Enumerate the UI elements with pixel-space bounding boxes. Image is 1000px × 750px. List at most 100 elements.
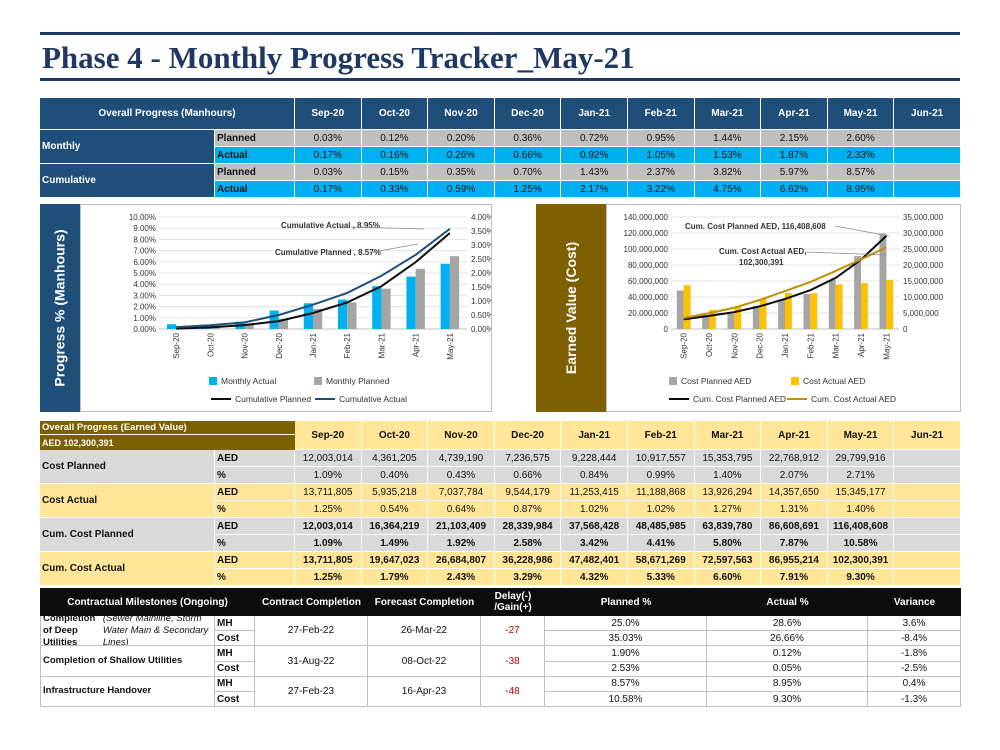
planned-pct: 25.0% [545,616,707,632]
cost-pct-cell: 1.92% [428,535,495,552]
row-sublabel: Actual [215,147,295,164]
progress-value-cell: 8.57% [827,164,895,181]
cost-pct-cell: 5.80% [694,535,762,552]
cost-aed-cell: 102,300,391 [827,552,895,569]
bar-cost-actual-aed [861,283,868,329]
progress-value-cell: 1.25% [494,181,562,198]
month-header: Dec-20 [494,98,562,130]
progress-value-cell [894,147,961,164]
cost-pct-cell: 7.91% [761,569,828,586]
x-tick-label: Mar-21 [377,332,386,358]
left-axis-tick: 0 [664,325,669,334]
progress-value-cell: 1.43% [561,164,628,181]
forecast-completion: 08-Oct-22 [368,646,481,677]
annotation-leader [804,251,888,256]
forecast-completion: 16-Apr-23 [368,676,481,708]
milestone-col-header: Planned % [545,588,707,616]
legend-label: Cumulative Actual [339,394,407,404]
legend-label: Cum. Cost Actual AED [811,394,896,404]
left-axis-tick: 5.00% [133,269,156,278]
progress-value-cell: 0.72% [561,130,628,147]
x-tick-label: Mar-21 [832,332,841,358]
progress-value-cell: 2.37% [627,164,695,181]
bar-monthly-actual [166,324,177,329]
cost-aed-cell: 14,357,650 [761,484,828,501]
x-tick-label: Jan-21 [309,332,318,357]
cost-pct-cell: 1.25% [295,569,362,586]
right-axis-tick: 25,000,000 [903,245,944,254]
earned-value-table: Overall Progress (Earned Value) AED 102,3… [40,421,961,586]
cost-pct-cell: 10.58% [827,535,895,552]
planned-pct: 10.58% [545,691,707,708]
mh-label: MH [215,616,255,632]
line-cumulative-planned [176,232,451,330]
right-axis-tick: 15,000,000 [903,277,944,286]
left-axis-tick: 40,000,000 [628,293,669,302]
milestone-col-header: Delay(-) /Gain(+) [481,588,545,616]
planned-pct: 8.57% [545,676,707,692]
line-cumulative-actual [176,227,451,329]
milestone-name: Infrastructure Handover [40,676,215,708]
left-axis-tick: 60,000,000 [628,277,669,286]
month-header: Jan-21 [561,98,628,130]
title-underline [40,78,960,81]
cost-pct-cell: 2.71% [827,467,895,484]
month-header: Mar-21 [694,98,762,130]
cost-aed-cell: 10,917,557 [627,450,695,467]
x-tick-label: Nov-20 [730,332,739,358]
bar-monthly-actual [406,276,416,329]
cost-aed-cell: 16,364,219 [361,518,429,535]
aed-unit-label: AED [215,518,295,535]
bar-monthly-actual [440,263,450,329]
cost-aed-cell: 7,236,575 [494,450,562,467]
variance-pct: 0.4% [868,676,961,692]
x-tick-label: May-21 [446,332,455,359]
cost-label: Cost [215,631,255,647]
progress-value-cell [894,164,961,181]
legend-label: Cum. Cost Planned AED [693,394,786,404]
cost-pct-cell: 7.87% [761,535,828,552]
progress-value-cell: 0.66% [494,147,562,164]
cost-aed-cell: 47,482,401 [561,552,628,569]
cost-pct-cell: 1.02% [627,501,695,518]
bar-cost-planned-aed [828,279,836,329]
month-header: Nov-20 [428,421,495,450]
cost-aed-cell: 11,253,415 [561,484,628,501]
cost-aed-cell: 4,361,205 [361,450,429,467]
delay-days: -48 [481,676,545,708]
milestone-col-header: Variance [868,588,961,616]
cost-pct-cell: 3.29% [494,569,562,586]
x-tick-label: Feb-21 [806,332,815,358]
left-axis-tick: 7.00% [133,247,156,256]
progress-value-cell: 0.03% [295,130,362,147]
cost-pct-cell: 0.66% [494,467,562,484]
cost-aed-cell: 12,003,014 [295,518,362,535]
cost-pct-cell: 1.79% [361,569,429,586]
chart-annotation: 102,300,391 [739,258,784,267]
cost-aed-cell [894,450,961,467]
month-header: Jun-21 [894,421,961,450]
top-rule [40,32,960,35]
bar-cost-planned-aed [879,233,887,329]
bar-cost-actual-aed [835,284,843,329]
progress-value-cell: 0.12% [361,130,429,147]
right-axis-tick: 0 [903,325,908,334]
variance-pct: -8.4% [868,631,961,647]
cost-pct-cell: 5.33% [627,569,695,586]
cost-aed-cell: 13,711,805 [295,552,362,569]
left-axis-tick: 140,000,000 [624,213,669,222]
chart-annotation: Cumulative Actual , 8.95% [281,221,380,230]
month-header: Oct-20 [361,98,429,130]
right-axis-tick: 1.50% [471,283,491,292]
left-axis-tick: 0.00% [133,325,156,334]
bar-cost-actual-aed [709,310,716,329]
annotation-leader [367,243,419,254]
cost-row-label: Cum. Cost Planned [40,518,215,552]
cost-aed-cell: 12,003,014 [295,450,362,467]
right-axis-tick: 5,000,000 [903,309,939,318]
right-axis-tick: 3.50% [471,227,491,236]
right-axis-tick: 3.00% [471,241,491,250]
cost-aed-cell: 5,935,218 [361,484,429,501]
actual-pct: 28.6% [707,616,868,632]
left-axis-tick: 3.00% [133,291,156,300]
